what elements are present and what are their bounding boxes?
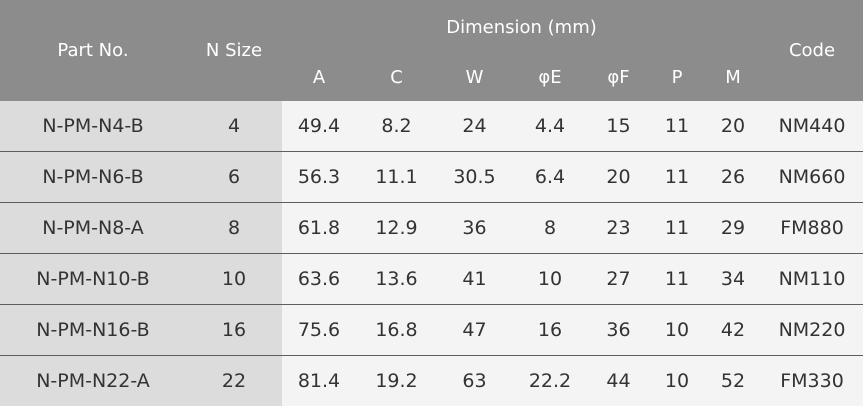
part-no-header: Part No. bbox=[0, 0, 186, 101]
dim-m-cell: 34 bbox=[705, 253, 762, 305]
dim-a-header: A bbox=[282, 53, 356, 101]
dim-m-cell: 52 bbox=[705, 355, 762, 406]
code-cell: NM660 bbox=[761, 151, 863, 203]
part-no-cell: N-PM-N6-B bbox=[0, 151, 186, 203]
table-row: N-PM-N8-A 8 61.8 12.9 36 8 23 11 29 FM88… bbox=[0, 202, 863, 254]
dim-m-cell: 26 bbox=[705, 151, 762, 203]
n-size-cell: 22 bbox=[186, 355, 282, 406]
dimension-group-header: Dimension (mm) bbox=[282, 0, 762, 53]
dim-w-cell: 63 bbox=[437, 355, 512, 406]
dim-c-header: C bbox=[356, 53, 437, 101]
dim-p-header: P bbox=[649, 53, 705, 101]
dim-e-header: φE bbox=[512, 53, 588, 101]
table-row: N-PM-N16-B 16 75.6 16.8 47 16 36 10 42 N… bbox=[0, 304, 863, 356]
header-row-sub: A C W φE φF P M bbox=[0, 53, 863, 101]
dim-e-cell: 10 bbox=[512, 253, 588, 305]
dim-a-cell: 81.4 bbox=[282, 355, 356, 406]
dim-f-cell: 44 bbox=[588, 355, 649, 406]
code-cell: FM330 bbox=[761, 355, 863, 406]
n-size-cell: 4 bbox=[186, 101, 282, 152]
code-header: Code bbox=[761, 0, 863, 101]
dim-m-cell: 20 bbox=[705, 101, 762, 152]
dim-p-cell: 11 bbox=[649, 202, 705, 254]
dim-w-cell: 41 bbox=[437, 253, 512, 305]
n-size-header: N Size bbox=[186, 0, 282, 101]
dim-f-cell: 23 bbox=[588, 202, 649, 254]
code-cell: NM220 bbox=[761, 304, 863, 356]
dim-f-cell: 36 bbox=[588, 304, 649, 356]
part-no-cell: N-PM-N8-A bbox=[0, 202, 186, 254]
n-size-cell: 16 bbox=[186, 304, 282, 356]
dim-f-cell: 20 bbox=[588, 151, 649, 203]
dim-c-cell: 16.8 bbox=[356, 304, 437, 356]
dim-p-cell: 11 bbox=[649, 151, 705, 203]
code-cell: NM110 bbox=[761, 253, 863, 305]
dim-a-cell: 75.6 bbox=[282, 304, 356, 356]
dim-m-cell: 29 bbox=[705, 202, 762, 254]
dim-c-cell: 11.1 bbox=[356, 151, 437, 203]
dim-e-cell: 4.4 bbox=[512, 101, 588, 152]
dim-w-cell: 47 bbox=[437, 304, 512, 356]
table-header: Part No. N Size Dimension (mm) Code A C … bbox=[0, 0, 863, 101]
dim-p-cell: 11 bbox=[649, 253, 705, 305]
dim-m-cell: 42 bbox=[705, 304, 762, 356]
n-size-cell: 10 bbox=[186, 253, 282, 305]
table-row: N-PM-N22-A 22 81.4 19.2 63 22.2 44 10 52… bbox=[0, 355, 863, 406]
table-body: N-PM-N4-B 4 49.4 8.2 24 4.4 15 11 20 NM4… bbox=[0, 101, 863, 406]
dim-c-cell: 13.6 bbox=[356, 253, 437, 305]
dim-p-cell: 11 bbox=[649, 101, 705, 152]
dim-w-cell: 30.5 bbox=[437, 151, 512, 203]
dim-a-cell: 61.8 bbox=[282, 202, 356, 254]
table-row: N-PM-N4-B 4 49.4 8.2 24 4.4 15 11 20 NM4… bbox=[0, 101, 863, 152]
dim-w-cell: 24 bbox=[437, 101, 512, 152]
table-row: N-PM-N6-B 6 56.3 11.1 30.5 6.4 20 11 26 … bbox=[0, 151, 863, 203]
dim-a-cell: 49.4 bbox=[282, 101, 356, 152]
dim-a-cell: 56.3 bbox=[282, 151, 356, 203]
dim-e-cell: 8 bbox=[512, 202, 588, 254]
code-cell: FM880 bbox=[761, 202, 863, 254]
part-no-cell: N-PM-N10-B bbox=[0, 253, 186, 305]
dim-a-cell: 63.6 bbox=[282, 253, 356, 305]
dim-p-cell: 10 bbox=[649, 355, 705, 406]
dim-f-cell: 27 bbox=[588, 253, 649, 305]
dim-c-cell: 12.9 bbox=[356, 202, 437, 254]
n-size-cell: 6 bbox=[186, 151, 282, 203]
dim-c-cell: 19.2 bbox=[356, 355, 437, 406]
dim-w-header: W bbox=[437, 53, 512, 101]
dim-f-cell: 15 bbox=[588, 101, 649, 152]
dim-c-cell: 8.2 bbox=[356, 101, 437, 152]
dim-w-cell: 36 bbox=[437, 202, 512, 254]
table-row: N-PM-N10-B 10 63.6 13.6 41 10 27 11 34 N… bbox=[0, 253, 863, 305]
dim-e-cell: 16 bbox=[512, 304, 588, 356]
part-no-cell: N-PM-N16-B bbox=[0, 304, 186, 356]
part-no-cell: N-PM-N22-A bbox=[0, 355, 186, 406]
dim-e-cell: 22.2 bbox=[512, 355, 588, 406]
dim-e-cell: 6.4 bbox=[512, 151, 588, 203]
dim-p-cell: 10 bbox=[649, 304, 705, 356]
part-no-cell: N-PM-N4-B bbox=[0, 101, 186, 152]
code-cell: NM440 bbox=[761, 101, 863, 152]
n-size-cell: 8 bbox=[186, 202, 282, 254]
dim-m-header: M bbox=[705, 53, 762, 101]
header-row-top: Part No. N Size Dimension (mm) Code bbox=[0, 0, 863, 101]
dim-f-header: φF bbox=[588, 53, 649, 101]
